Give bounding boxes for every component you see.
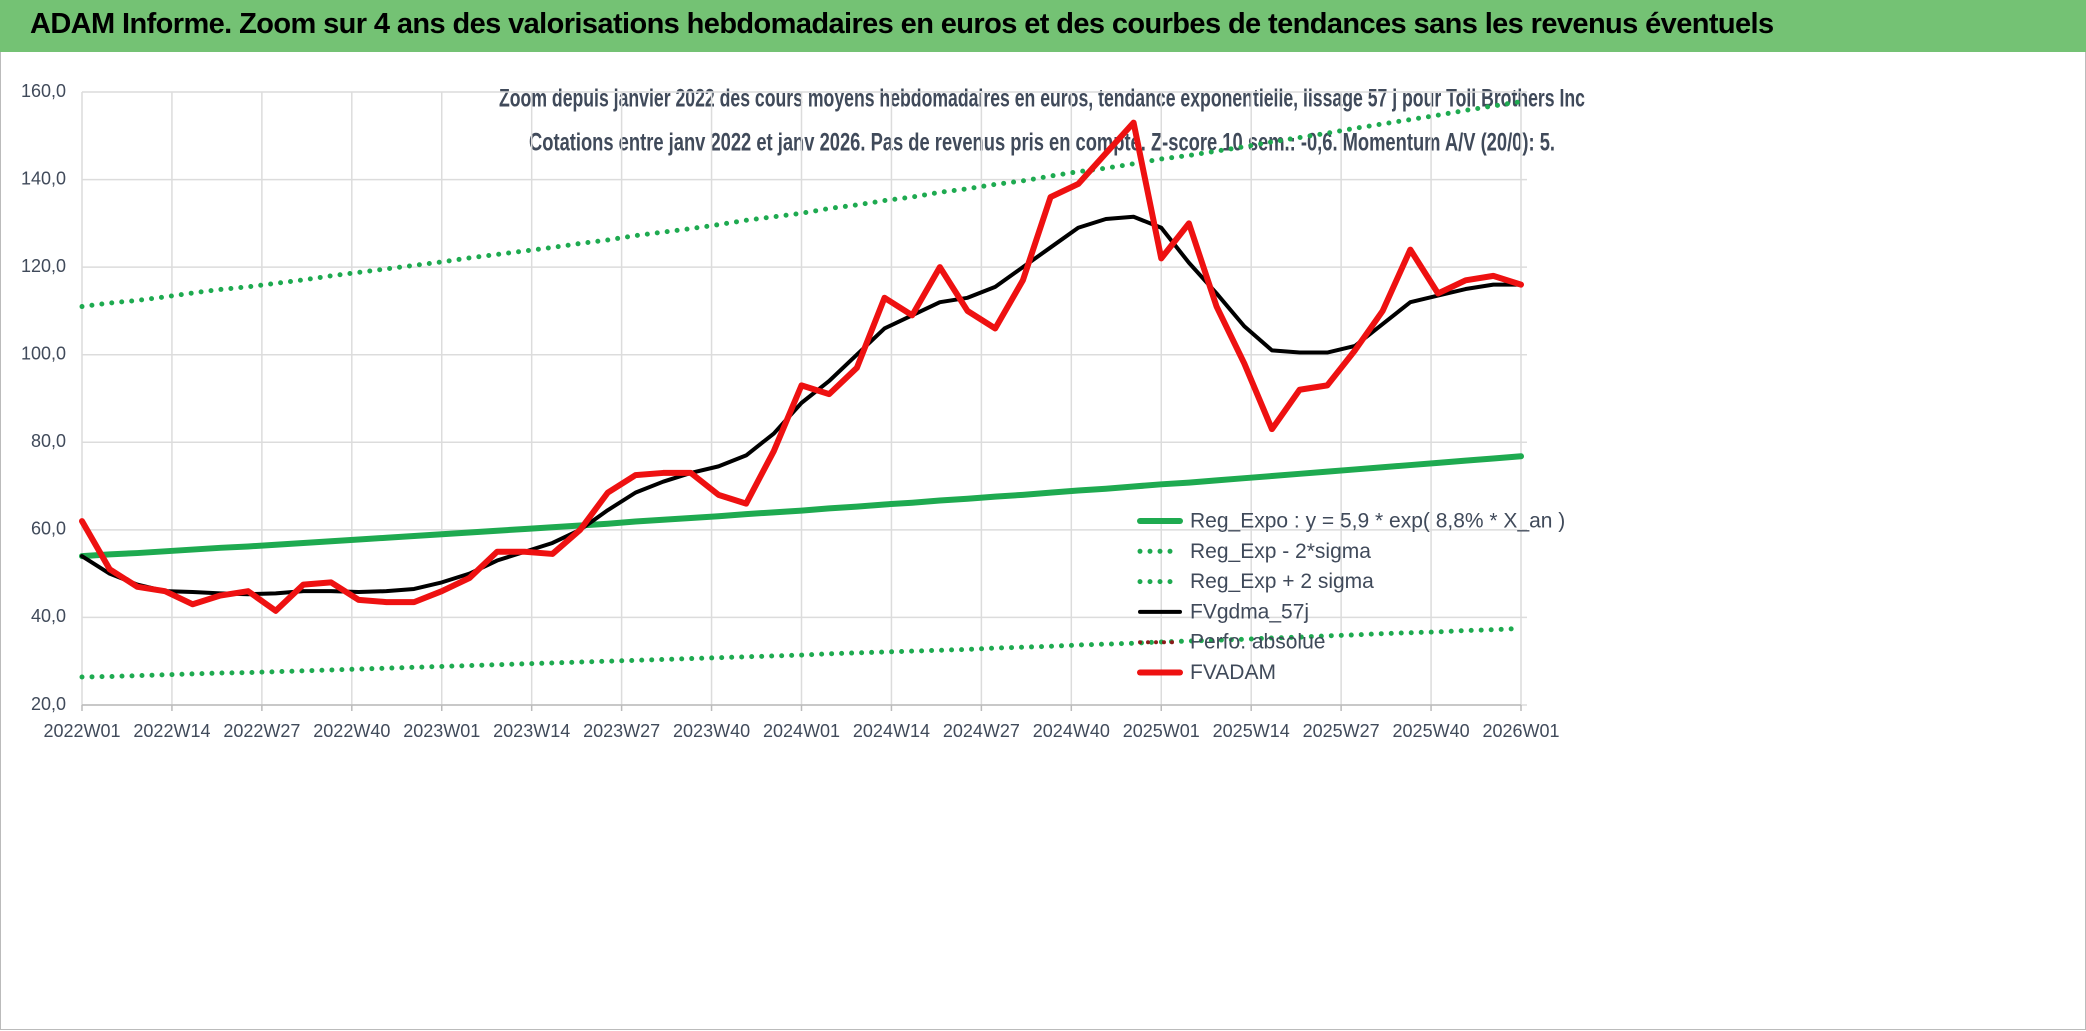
x-tick-label: 2022W27 bbox=[223, 721, 300, 741]
x-tick-label: 2022W14 bbox=[133, 721, 210, 741]
chart: Zoom depuis janvier 2022 des cours moyen… bbox=[21, 81, 1585, 741]
x-tick-label: 2024W01 bbox=[763, 721, 840, 741]
y-tick-label: 80,0 bbox=[31, 431, 66, 451]
series-line bbox=[79, 99, 1524, 310]
legend-label: Reg_Exp + 2 sigma bbox=[1190, 570, 1374, 593]
x-tick-label: 2023W01 bbox=[403, 721, 480, 741]
series-line bbox=[80, 214, 1523, 597]
x-tick-label: 2023W27 bbox=[583, 721, 660, 741]
series-line bbox=[79, 453, 1524, 560]
x-tick-label: 2025W27 bbox=[1303, 721, 1380, 741]
series-line bbox=[79, 625, 1524, 680]
x-tick-label: 2022W01 bbox=[43, 721, 120, 741]
x-tick-label: 2026W01 bbox=[1482, 721, 1559, 741]
y-tick-label: 160,0 bbox=[21, 81, 66, 101]
x-tick-label: 2024W27 bbox=[943, 721, 1020, 741]
y-tick-label: 40,0 bbox=[31, 606, 66, 626]
legend-label: Reg_Expo : y = 5,9 * exp( 8,8% * X_an ) bbox=[1190, 510, 1565, 533]
chart-title: Zoom depuis janvier 2022 des cours moyen… bbox=[499, 85, 1585, 113]
legend-label: FVgdma_57j bbox=[1190, 600, 1309, 623]
y-tick-label: 100,0 bbox=[21, 343, 66, 363]
legend-label: Reg_Exp - 2*sigma bbox=[1190, 540, 1371, 563]
legend-label: FVADAM bbox=[1190, 661, 1276, 684]
x-tick-label: 2024W40 bbox=[1033, 721, 1110, 741]
header-banner: ADAM Informe. Zoom sur 4 ans des valoris… bbox=[0, 0, 2086, 52]
series-line bbox=[79, 119, 1524, 614]
y-tick-label: 140,0 bbox=[21, 168, 66, 188]
header-title: ADAM Informe. Zoom sur 4 ans des valoris… bbox=[30, 8, 1774, 40]
y-tick-label: 60,0 bbox=[31, 519, 66, 539]
x-tick-label: 2025W01 bbox=[1123, 721, 1200, 741]
y-tick-label: 20,0 bbox=[31, 694, 66, 714]
chart-subtitle: Cotations entre janv 2022 et janv 2026. … bbox=[529, 129, 1555, 157]
x-tick-label: 2023W14 bbox=[493, 721, 570, 741]
y-tick-label: 120,0 bbox=[21, 256, 66, 276]
x-tick-label: 2024W14 bbox=[853, 721, 930, 741]
x-tick-label: 2025W14 bbox=[1213, 721, 1290, 741]
legend-label: Perfo. absolue bbox=[1190, 631, 1325, 654]
x-tick-label: 2022W40 bbox=[313, 721, 390, 741]
x-tick-label: 2025W40 bbox=[1393, 721, 1470, 741]
x-tick-label: 2023W40 bbox=[673, 721, 750, 741]
